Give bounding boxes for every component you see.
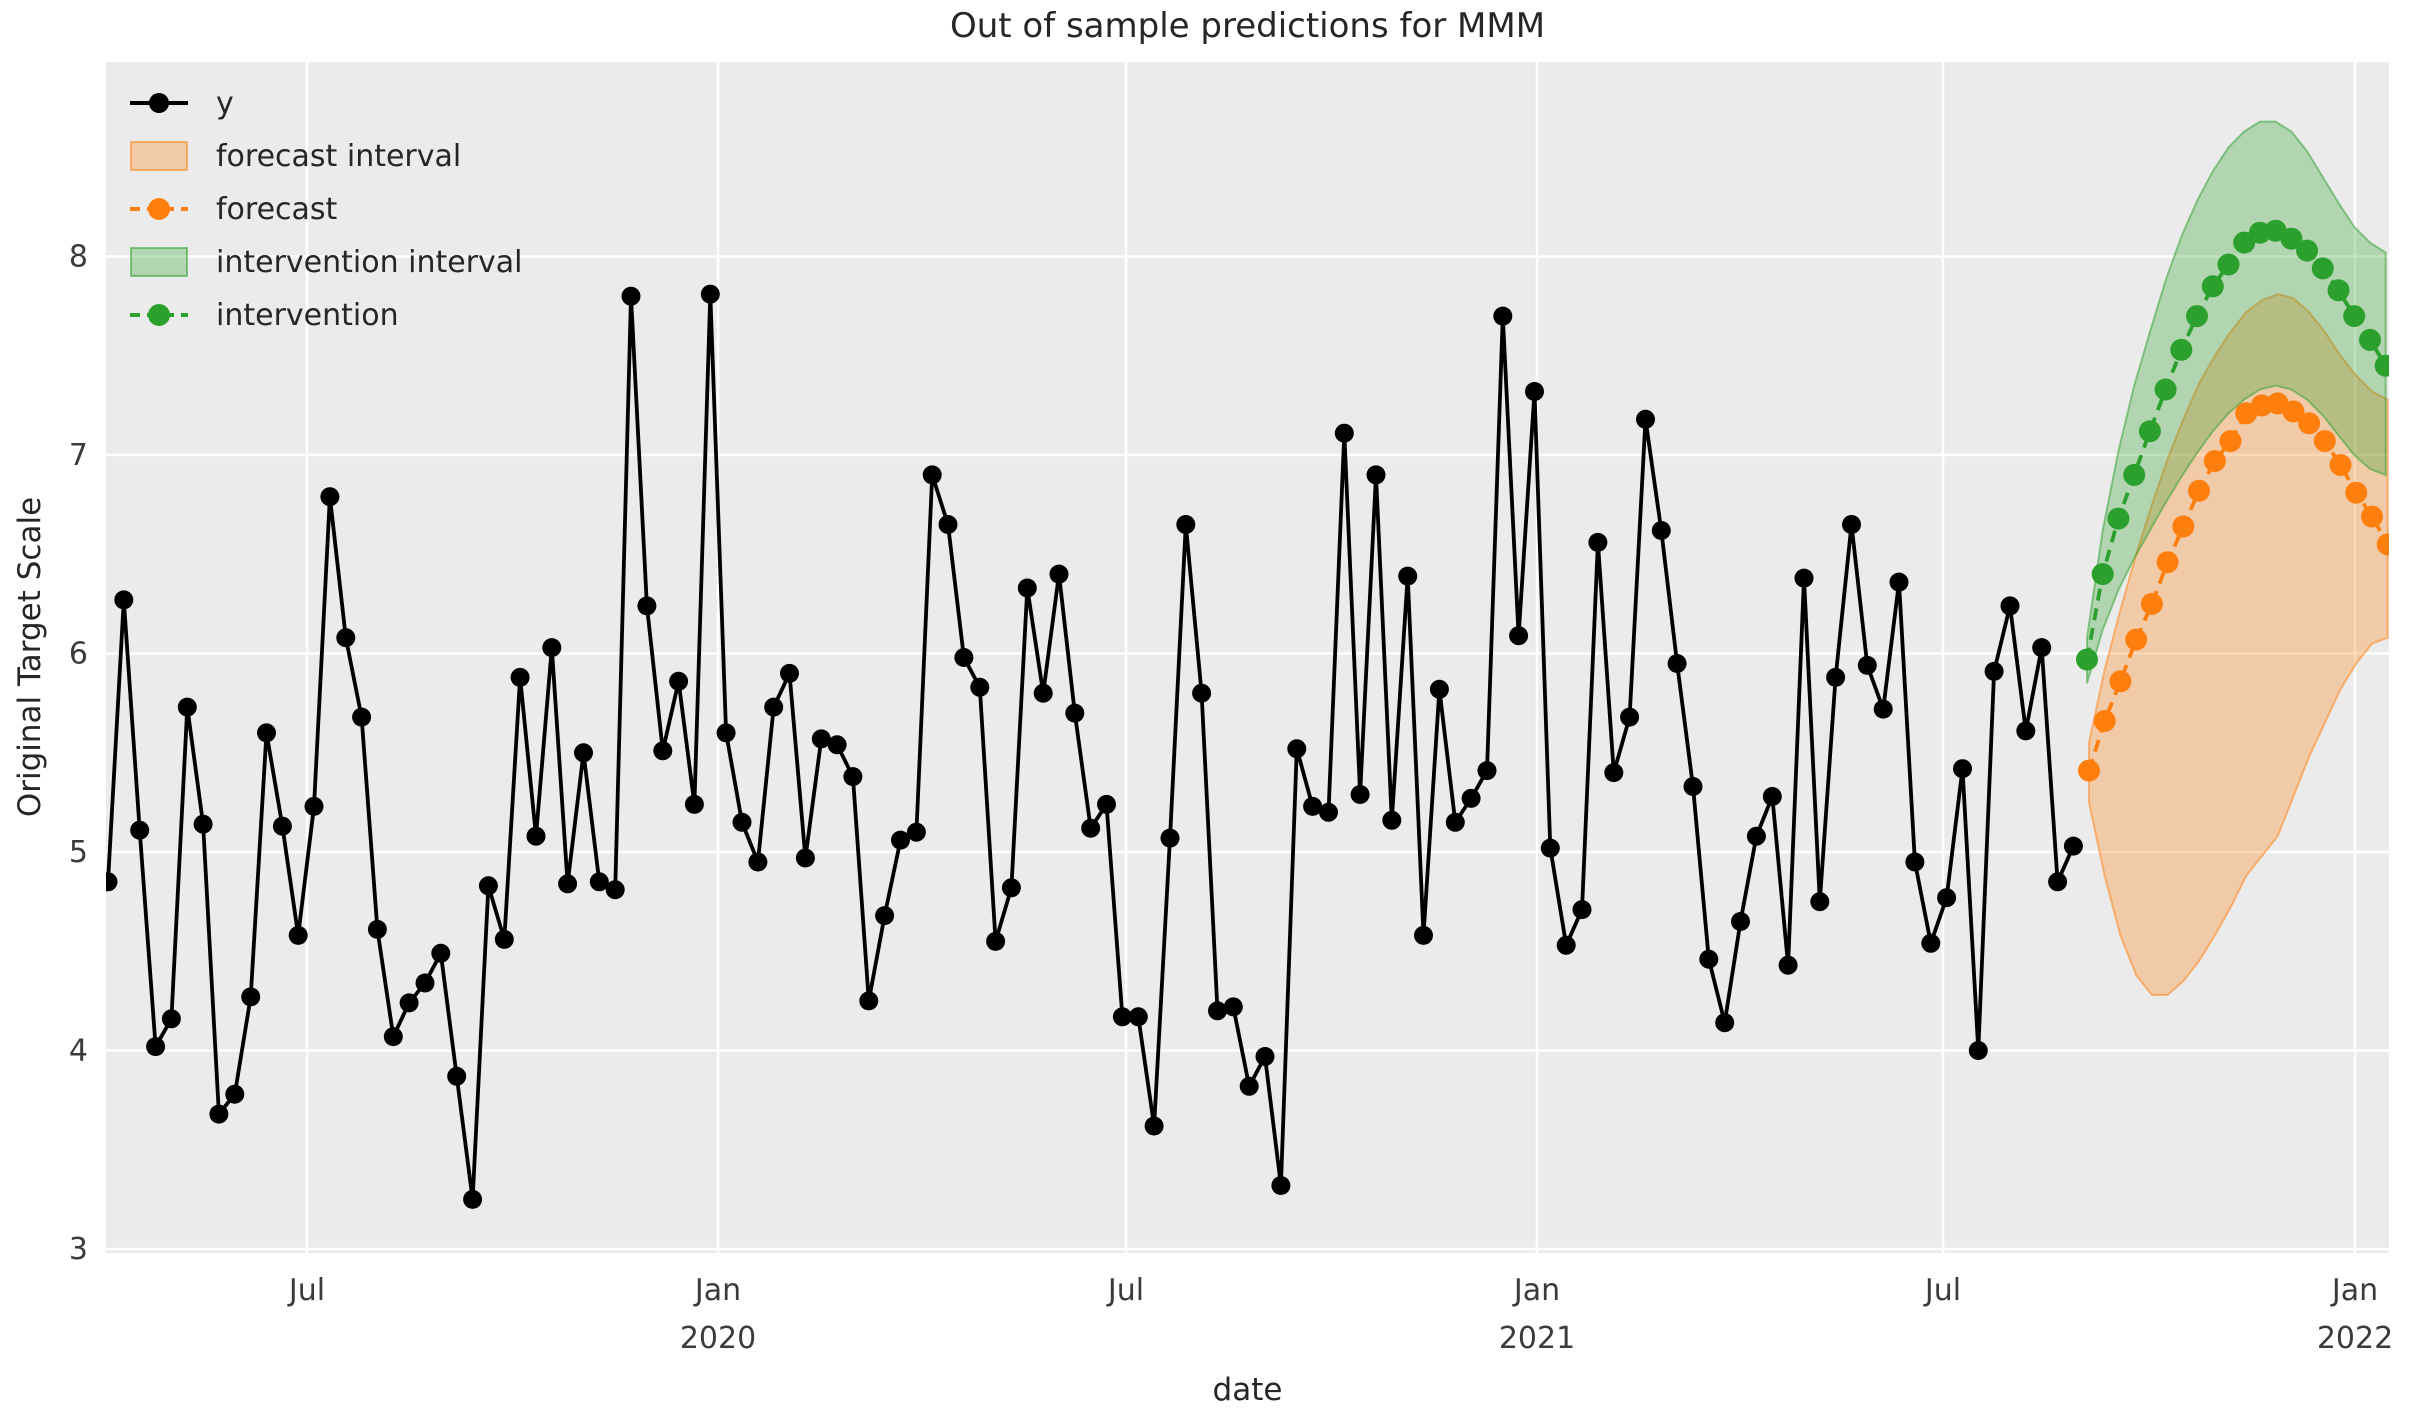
legend-item-intervention-interval: intervention interval [128, 241, 523, 283]
intervention-series [2076, 219, 2389, 671]
y-series [106, 284, 2083, 1209]
legend-label: forecast [216, 191, 338, 227]
x-tick-year-label: 2021 [1499, 1321, 1575, 1356]
y-tick-label: 5 [69, 835, 88, 870]
x-axis-label: date [1212, 1372, 1283, 1408]
legend-item-intervention: intervention [128, 294, 523, 336]
legend-line-icon [130, 304, 188, 326]
x-tick-label: Jan [1512, 1273, 1560, 1308]
chart-title: Out of sample predictions for MMM [949, 6, 1546, 46]
plot-area [106, 120, 2389, 1209]
x-tick-year-label: 2022 [2317, 1321, 2393, 1356]
legend-label: forecast interval [216, 138, 462, 174]
x-tick-label: Jul [1106, 1273, 1144, 1308]
y-tick-label: 3 [69, 1232, 88, 1267]
tick-labels: 3 4 5 6 7 8 Jul Jan 2020 Jul Jan 2021 Jul Jan 2022 [69, 240, 2393, 1356]
legend-line-icon [130, 198, 188, 220]
legend-patch-icon [130, 247, 188, 277]
intervention-interval-band [2086, 120, 2387, 684]
legend-item-forecast-interval: forecast interval [128, 135, 523, 177]
forecast-interval-band [2088, 293, 2389, 996]
legend: y forecast interval forecast intervention i… [128, 82, 523, 336]
y-tick-label: 4 [69, 1034, 88, 1069]
x-tick-label: Jul [287, 1273, 325, 1308]
x-tick-label: Jan [2330, 1273, 2378, 1308]
x-tick-label: Jan [693, 1273, 741, 1308]
legend-label: intervention interval [216, 244, 523, 280]
y-tick-label: 6 [69, 637, 88, 672]
plot-background [106, 62, 2389, 1253]
legend-label: intervention [216, 297, 399, 333]
y-tick-label: 8 [69, 240, 88, 275]
x-tick-label: Jul [1923, 1273, 1961, 1308]
legend-item-y: y [128, 82, 523, 124]
legend-label: y [216, 85, 234, 121]
legend-line-icon [130, 93, 188, 113]
gridlines [106, 62, 2389, 1253]
legend-item-forecast: forecast [128, 188, 523, 230]
legend-patch-icon [130, 141, 188, 171]
x-tick-year-label: 2020 [680, 1321, 756, 1356]
forecast-series [2078, 392, 2389, 782]
y-axis-label: Original Target Scale [12, 496, 48, 818]
y-tick-label: 7 [69, 438, 88, 473]
